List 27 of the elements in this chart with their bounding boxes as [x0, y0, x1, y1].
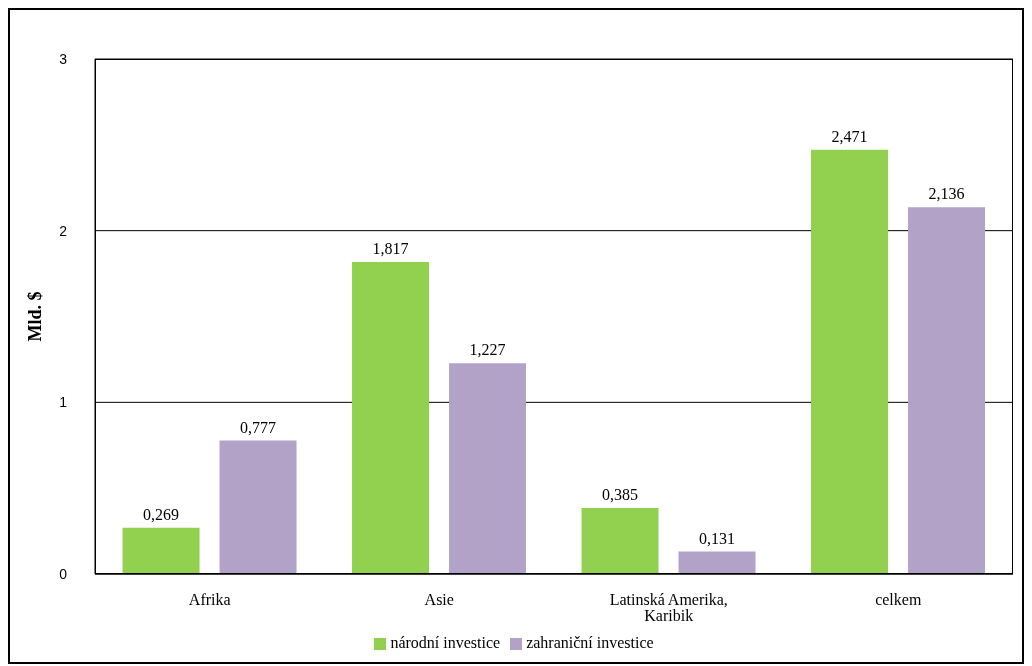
data-label: 1,227	[469, 341, 506, 359]
bar	[581, 507, 659, 574]
y-tick-label: 0	[59, 565, 68, 582]
data-label: 2,136	[928, 185, 965, 203]
data-label: 0,269	[143, 505, 180, 523]
y-tick-label: 3	[59, 50, 68, 67]
data-label: 0,385	[602, 485, 639, 503]
data-label: 2,471	[831, 127, 868, 145]
bar	[811, 149, 889, 574]
bar	[908, 207, 986, 574]
bar	[678, 551, 756, 574]
x-tick-label: Latinská Amerika, Karibik	[609, 591, 728, 625]
y-axis-title: Mld. $	[25, 291, 46, 342]
legend-label: zahraniční investice	[526, 634, 654, 651]
legend-label: národní investice	[390, 634, 501, 651]
data-label: 0,131	[699, 529, 736, 547]
bar	[122, 527, 200, 574]
x-tick-label: Asie	[424, 591, 454, 609]
y-tick-label: 1	[59, 394, 68, 411]
x-tick-label: Afrika	[188, 591, 231, 609]
bar	[219, 440, 297, 574]
bar	[449, 363, 527, 574]
y-tick-label: 2	[59, 222, 68, 239]
data-label: 1,817	[372, 240, 409, 258]
bar	[352, 262, 430, 574]
x-tick-label: celkem	[875, 591, 922, 609]
data-label: 0,777	[240, 418, 277, 436]
